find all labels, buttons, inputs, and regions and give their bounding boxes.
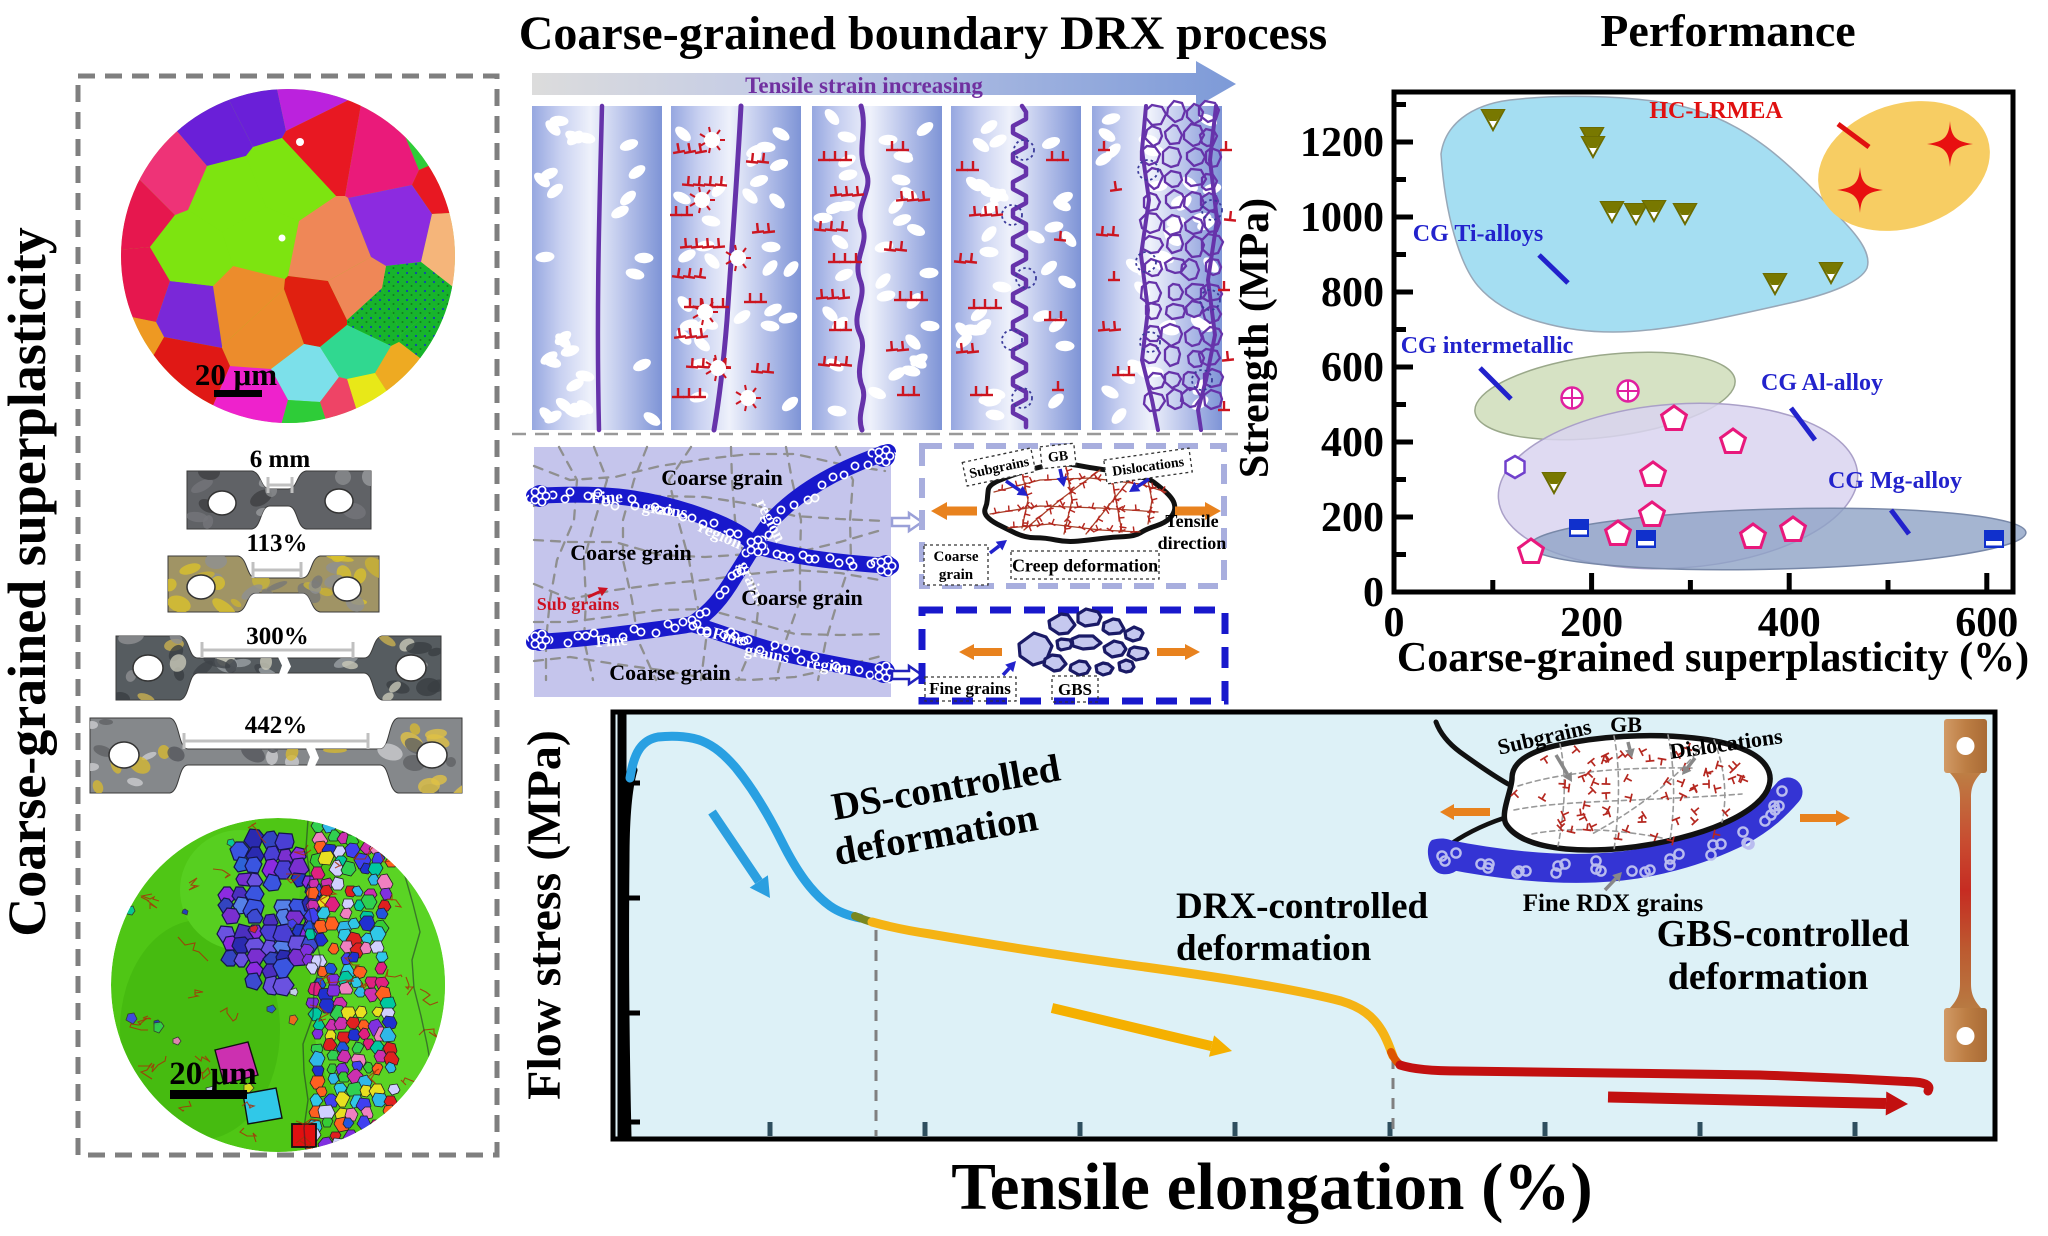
svg-text:HC-LRMEA: HC-LRMEA: [1649, 98, 1783, 124]
svg-text:Coarse grain: Coarse grain: [570, 540, 692, 565]
svg-text:DRX-controlled: DRX-controlled: [1176, 886, 1429, 927]
svg-text:6 mm: 6 mm: [250, 446, 311, 473]
svg-text:Tensile strain increasing: Tensile strain increasing: [745, 73, 983, 98]
svg-text:deformation: deformation: [1176, 928, 1372, 969]
svg-text:GBS-controlled: GBS-controlled: [1657, 913, 1910, 955]
svg-text:Sub grains: Sub grains: [537, 594, 620, 614]
svg-text:Coarse: Coarse: [934, 549, 979, 565]
svg-text:Coarse-grained boundary DRX pr: Coarse-grained boundary DRX process: [519, 7, 1327, 60]
svg-text:200: 200: [1560, 600, 1623, 646]
svg-text:Fine: Fine: [590, 487, 624, 508]
svg-text:Coarse grain: Coarse grain: [609, 660, 731, 685]
svg-text:GBS: GBS: [1058, 680, 1092, 699]
svg-text:GB: GB: [1610, 712, 1642, 737]
svg-text:0: 0: [1363, 570, 1384, 616]
svg-text:CG intermetallic: CG intermetallic: [1401, 333, 1574, 359]
svg-text:400: 400: [1321, 420, 1384, 466]
svg-text:CG Ti-alloys: CG Ti-alloys: [1413, 221, 1543, 247]
svg-text:Coarse grain: Coarse grain: [661, 465, 783, 490]
svg-text:800: 800: [1321, 270, 1384, 316]
svg-text:Flow stress (MPa): Flow stress (MPa): [518, 730, 571, 1100]
svg-text:Coarse-grained superplasticity: Coarse-grained superplasticity: [0, 227, 57, 936]
svg-text:Fine RDX grains: Fine RDX grains: [1523, 890, 1704, 917]
svg-text:Coarse-grained superplasticity: Coarse-grained superplasticity (%): [1397, 635, 2029, 681]
svg-text:300%: 300%: [246, 623, 309, 650]
svg-text:CG Mg-alloy: CG Mg-alloy: [1828, 468, 1962, 494]
svg-text:1200: 1200: [1300, 120, 1384, 166]
svg-text:Performance: Performance: [1600, 5, 1855, 56]
svg-text:Coarse grain: Coarse grain: [741, 585, 863, 610]
svg-text:Tensile elongation (%): Tensile elongation (%): [951, 1150, 1593, 1224]
svg-text:Creep deformation: Creep deformation: [1012, 555, 1158, 575]
svg-text:deformation: deformation: [1668, 956, 1869, 998]
svg-text:200: 200: [1321, 495, 1384, 541]
svg-text:20 μm: 20 μm: [169, 1056, 256, 1092]
svg-text:1000: 1000: [1300, 195, 1384, 241]
svg-text:442%: 442%: [245, 712, 308, 739]
svg-text:20 μm: 20 μm: [195, 357, 277, 392]
svg-text:400: 400: [1758, 600, 1821, 646]
svg-text:600: 600: [1321, 345, 1384, 391]
svg-text:Tensile: Tensile: [1165, 511, 1218, 531]
svg-text:Strength (MPa): Strength (MPa): [1232, 198, 1278, 478]
svg-text:direction: direction: [1158, 533, 1227, 553]
svg-text:113%: 113%: [246, 530, 307, 557]
svg-text:GB: GB: [1047, 449, 1069, 466]
svg-text:grain: grain: [939, 567, 974, 583]
svg-text:600: 600: [1955, 600, 2018, 646]
svg-text:CG Al-alloy: CG Al-alloy: [1761, 370, 1883, 396]
svg-text:0: 0: [1384, 600, 1405, 646]
svg-text:Fine grains: Fine grains: [929, 679, 1011, 698]
svg-text:Fine: Fine: [595, 630, 629, 651]
